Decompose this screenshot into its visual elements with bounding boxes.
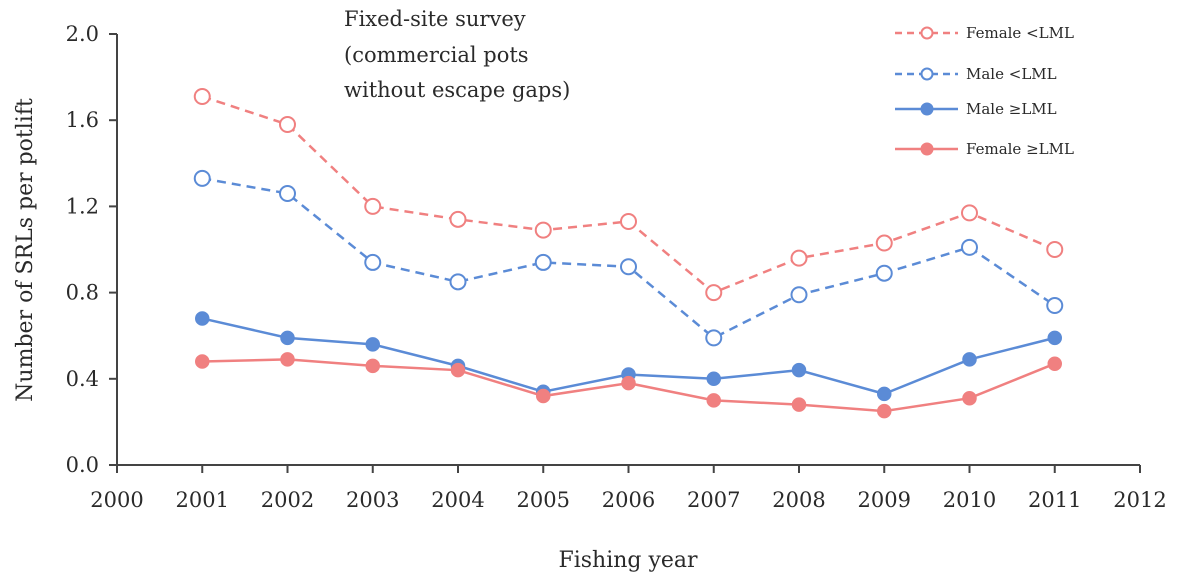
series-1 [193, 169, 1064, 347]
data-point [791, 362, 807, 378]
data-point [449, 273, 467, 291]
legend-swatch-marker [920, 67, 934, 81]
data-point [875, 264, 893, 282]
data-point [280, 352, 295, 367]
data-point [1046, 241, 1064, 258]
x-tick-label: 2000 [90, 488, 143, 512]
data-point [1047, 356, 1062, 371]
chart-annotation: Fixed-site survey (commercial pots witho… [344, 7, 570, 102]
x-tick-label: 2007 [687, 488, 740, 512]
legend-swatch-marker [920, 26, 934, 40]
y-tick-label: 1.6 [66, 108, 99, 132]
data-point [962, 352, 977, 367]
annotation-line-1: Fixed-site survey [344, 7, 526, 31]
data-point [1046, 297, 1064, 315]
y-tick-label: 0.8 [66, 281, 99, 305]
data-point [365, 337, 380, 352]
data-point [450, 362, 466, 378]
data-point [365, 358, 380, 374]
series-3 [195, 352, 1062, 419]
data-point [961, 204, 978, 222]
y-tick-label: 0.0 [66, 453, 99, 477]
x-axis-ticks: 2000 2001 2002 2003 2004 2005 2006 2007 2008 2009… [90, 465, 1167, 512]
data-point [706, 371, 721, 387]
data-point [364, 197, 382, 215]
data-point [193, 87, 211, 105]
legend-label: Male ≥LML [966, 100, 1057, 118]
x-tick-label: 2006 [602, 488, 655, 512]
data-point [877, 386, 892, 402]
legend-label: Male <LML [966, 65, 1057, 83]
y-tick-label: 0.4 [66, 367, 99, 391]
x-tick-label: 2002 [261, 488, 314, 512]
y-axis-ticks: 0.0 0.4 0.8 1.2 1.6 2.0 [66, 22, 117, 477]
data-point [875, 234, 893, 252]
data-point [279, 184, 296, 202]
x-tick-label: 2008 [772, 488, 825, 512]
legend-item: Female ≥LML [895, 140, 1074, 158]
x-axis-title: Fishing year [558, 548, 698, 573]
data-point [962, 390, 977, 406]
data-point [790, 286, 808, 304]
data-point [195, 311, 210, 326]
data-point [791, 397, 807, 412]
legend-item: Male ≥LML [895, 100, 1057, 118]
legend-label: Female ≥LML [966, 140, 1074, 158]
data-point [705, 329, 723, 347]
data-point [534, 221, 552, 239]
data-point [620, 258, 637, 276]
data-point [534, 253, 552, 271]
x-tick-label: 2012 [1113, 488, 1166, 512]
data-point [621, 375, 636, 391]
x-tick-label: 2011 [1028, 488, 1081, 512]
data-point [280, 330, 295, 346]
data-point [706, 393, 721, 408]
x-tick-label: 2001 [176, 488, 229, 512]
legend-swatch-marker [920, 102, 934, 116]
data-point [195, 354, 210, 369]
legend-item: Female <LML [895, 24, 1074, 42]
x-tick-label: 2005 [517, 488, 570, 512]
legend-swatch-marker [920, 142, 934, 156]
data-point [705, 284, 723, 302]
legend-item: Male <LML [895, 65, 1057, 83]
series-layer [193, 87, 1064, 419]
data-point [364, 253, 382, 271]
data-point [536, 388, 551, 404]
series-0 [193, 87, 1064, 302]
data-point [790, 249, 808, 267]
data-point [449, 210, 467, 228]
plot-area: 0.00.40.81.21.62.0 2000 2001 2002 2003 2004 2… [66, 22, 1167, 512]
x-tick-label: 2009 [858, 488, 911, 512]
data-point [1047, 330, 1062, 346]
y-tick-label: 2.0 [66, 22, 99, 46]
data-point [877, 403, 892, 419]
x-tick-label: 2003 [346, 488, 399, 512]
data-point [961, 238, 978, 256]
data-point [279, 116, 296, 134]
legend-label: Female <LML [966, 24, 1074, 42]
legend: Female <LML Male <LML Male ≥LML Female ≥LML [895, 24, 1074, 158]
series-line [202, 177, 1056, 340]
annotation-line-3: without escape gaps) [344, 78, 570, 102]
x-tick-label: 2004 [431, 488, 484, 512]
data-point [620, 212, 637, 230]
y-tick-label: 1.2 [66, 194, 99, 218]
x-tick-label: 2010 [943, 488, 996, 512]
annotation-line-2: (commercial pots [344, 43, 529, 67]
y-axis-title: Number of SRLs per potlift [13, 98, 38, 402]
data-point [193, 169, 211, 187]
